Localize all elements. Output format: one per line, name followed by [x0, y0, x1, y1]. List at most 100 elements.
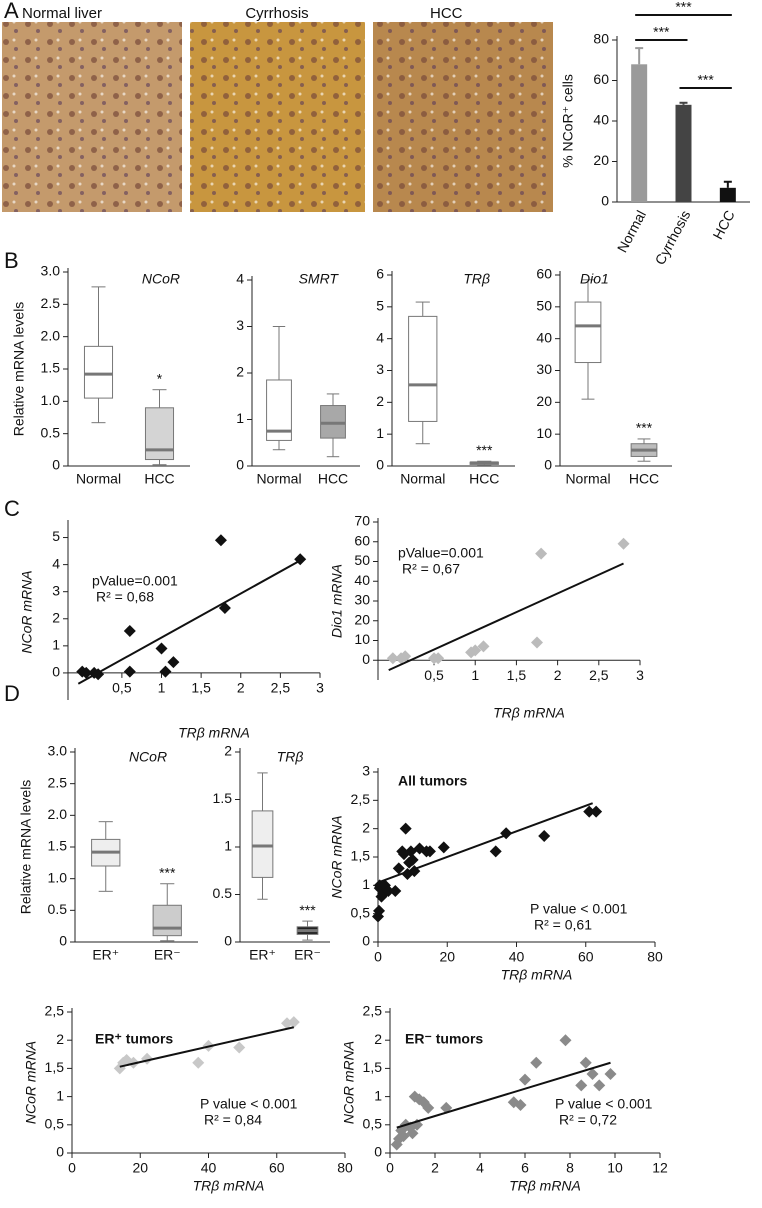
x-tick-label: 0 — [374, 949, 382, 965]
y-tick-label: 3 — [52, 582, 60, 598]
annotation: P value < 0.001 — [200, 1096, 298, 1112]
significance-label: *** — [159, 864, 176, 880]
point — [406, 853, 419, 866]
x-tick-label: Normal — [76, 471, 121, 487]
point — [432, 652, 445, 665]
histology-texture — [373, 22, 553, 212]
point — [538, 830, 551, 843]
point — [167, 656, 180, 669]
y-axis-label: NCoR mRNA — [341, 1041, 357, 1124]
point — [559, 1034, 572, 1047]
x-tick-label: 1,5 — [191, 680, 211, 696]
y-tick-label: 1 — [56, 1087, 64, 1103]
point — [123, 665, 136, 678]
annotation: P value < 0.001 — [555, 1096, 653, 1112]
point — [399, 822, 412, 835]
point — [575, 1079, 588, 1092]
point — [422, 1101, 435, 1114]
point — [583, 805, 596, 818]
x-tick-label: Normal — [614, 208, 649, 255]
x-tick-label: 3 — [636, 667, 644, 683]
y-tick-label: 40 — [354, 572, 370, 588]
significance-label: *** — [653, 24, 670, 40]
x-tick-label: HCC — [318, 471, 348, 487]
y-tick-label: 0 — [56, 1144, 64, 1160]
y-tick-label: 1 — [362, 876, 370, 892]
y-tick-label: 1 — [376, 425, 384, 441]
y-tick-label: 1.0 — [48, 869, 68, 885]
y-tick-label: 1,5 — [351, 848, 371, 864]
y-tick-label: 2 — [362, 819, 370, 835]
y-tick-label: 20 — [593, 152, 609, 168]
y-tick-label: 0 — [374, 1144, 382, 1160]
chart-title: TRβ — [277, 749, 304, 765]
point — [80, 666, 93, 679]
y-tick-label: 2.5 — [48, 774, 68, 790]
histology-texture — [2, 22, 182, 212]
annotation: R² = 0,68 — [96, 589, 154, 605]
x-tick-label: 80 — [647, 949, 663, 965]
point — [386, 652, 399, 665]
y-tick-label: 2 — [56, 1031, 64, 1047]
y-tick-label: 1 — [224, 838, 232, 854]
y-tick-label: 3 — [236, 317, 244, 333]
y-tick-label: 2 — [236, 364, 244, 380]
x-tick-label: 20 — [132, 1160, 148, 1176]
y-tick-label: 2 — [52, 609, 60, 625]
x-tick-label: 20 — [439, 949, 455, 965]
y-tick-label: 30 — [536, 361, 552, 377]
trend-line — [377, 802, 594, 884]
y-tick-label: 0 — [224, 933, 232, 949]
y-tick-label: 2,5 — [363, 1003, 383, 1019]
y-tick-label: 3 — [376, 361, 384, 377]
y-tick-label: 20 — [354, 611, 370, 627]
x-tick-label: 80 — [337, 1160, 353, 1176]
x-tick-label: 60 — [269, 1160, 285, 1176]
x-tick-label: 40 — [201, 1160, 217, 1176]
y-tick-label: 40 — [593, 112, 609, 128]
x-tick-label: 8 — [566, 1160, 574, 1176]
point — [590, 805, 603, 818]
panel-letter: D — [4, 681, 20, 706]
chart-title: All tumors — [398, 773, 467, 789]
y-tick-label: 50 — [354, 552, 370, 568]
point — [373, 904, 386, 917]
y-tick-label: 0 — [376, 457, 384, 473]
significance-label: *** — [675, 0, 692, 15]
significance-label: *** — [636, 420, 653, 436]
chart-title: NCoR — [129, 749, 167, 765]
y-tick-label: 3 — [362, 763, 370, 779]
point — [489, 845, 502, 858]
y-tick-label: 1,5 — [363, 1059, 383, 1075]
y-tick-label: 2 — [374, 1031, 382, 1047]
y-axis-label: NCoR mRNA — [329, 815, 345, 898]
chart-title: ER⁻ tumors — [405, 1031, 483, 1047]
point — [593, 1079, 606, 1092]
x-tick-label: HCC — [629, 471, 659, 487]
x-tick-label: 2,5 — [271, 680, 291, 696]
point — [531, 636, 544, 649]
y-tick-label: 2 — [224, 743, 232, 759]
y-tick-label: 30 — [354, 592, 370, 608]
x-axis-label: TRβ mRNA — [178, 725, 250, 741]
bar — [675, 104, 692, 202]
x-tick-label: 6 — [521, 1160, 529, 1176]
trend-line — [77, 559, 301, 685]
y-tick-label: 5 — [52, 528, 60, 544]
y-tick-label: 6 — [376, 266, 384, 282]
y-tick-label: 0 — [362, 933, 370, 949]
y-tick-label: 1,5 — [45, 1059, 65, 1075]
point — [214, 534, 227, 547]
annotation: pValue=0.001 — [398, 545, 484, 561]
x-axis-label: TRβ mRNA — [501, 967, 573, 983]
x-tick-label: ER⁻ — [154, 947, 181, 963]
y-axis-label: Relative mRNA levels — [11, 302, 27, 437]
y-tick-label: 2.0 — [41, 327, 61, 343]
point — [514, 1099, 527, 1112]
box — [144, 407, 175, 461]
y-tick-label: 1 — [236, 410, 244, 426]
point — [399, 650, 412, 663]
x-tick-label: Normal — [565, 471, 610, 487]
chart-title: NCoR — [142, 271, 180, 287]
